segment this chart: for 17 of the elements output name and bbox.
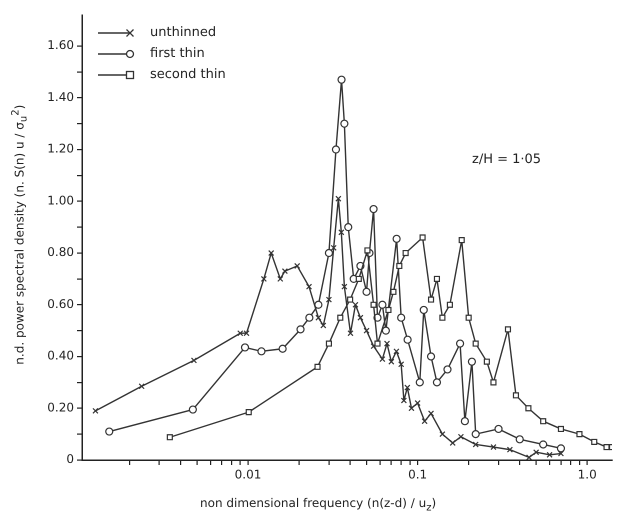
x-tick-label: 0.1 [408,467,428,482]
y-tick-label: 1.40 [47,90,74,104]
x-tick-label: 0.01 [234,467,262,482]
annotation: z/H = 1·05 [472,152,542,167]
y-tick-label: 1.00 [47,193,74,208]
y-tick-label: 0.60 [47,296,74,311]
x-tick-label: 1.0 [578,467,597,482]
y-tick-label: 1.20 [47,142,74,156]
y-tick-label: 0.80 [47,245,74,260]
x-axis-title: non dimensional frequency (n(z-d) / u$_{z}$) [200,496,438,514]
legend-label: second thin [150,67,226,82]
legend-label: first thin [150,46,205,61]
y-tick-label: 0.40 [47,348,74,363]
y-tick-label: 0 [66,452,74,466]
legend-label: unthinned [150,25,216,40]
y-tick-label: 0.20 [47,400,74,414]
y-tick-label: 1.60 [47,38,74,52]
